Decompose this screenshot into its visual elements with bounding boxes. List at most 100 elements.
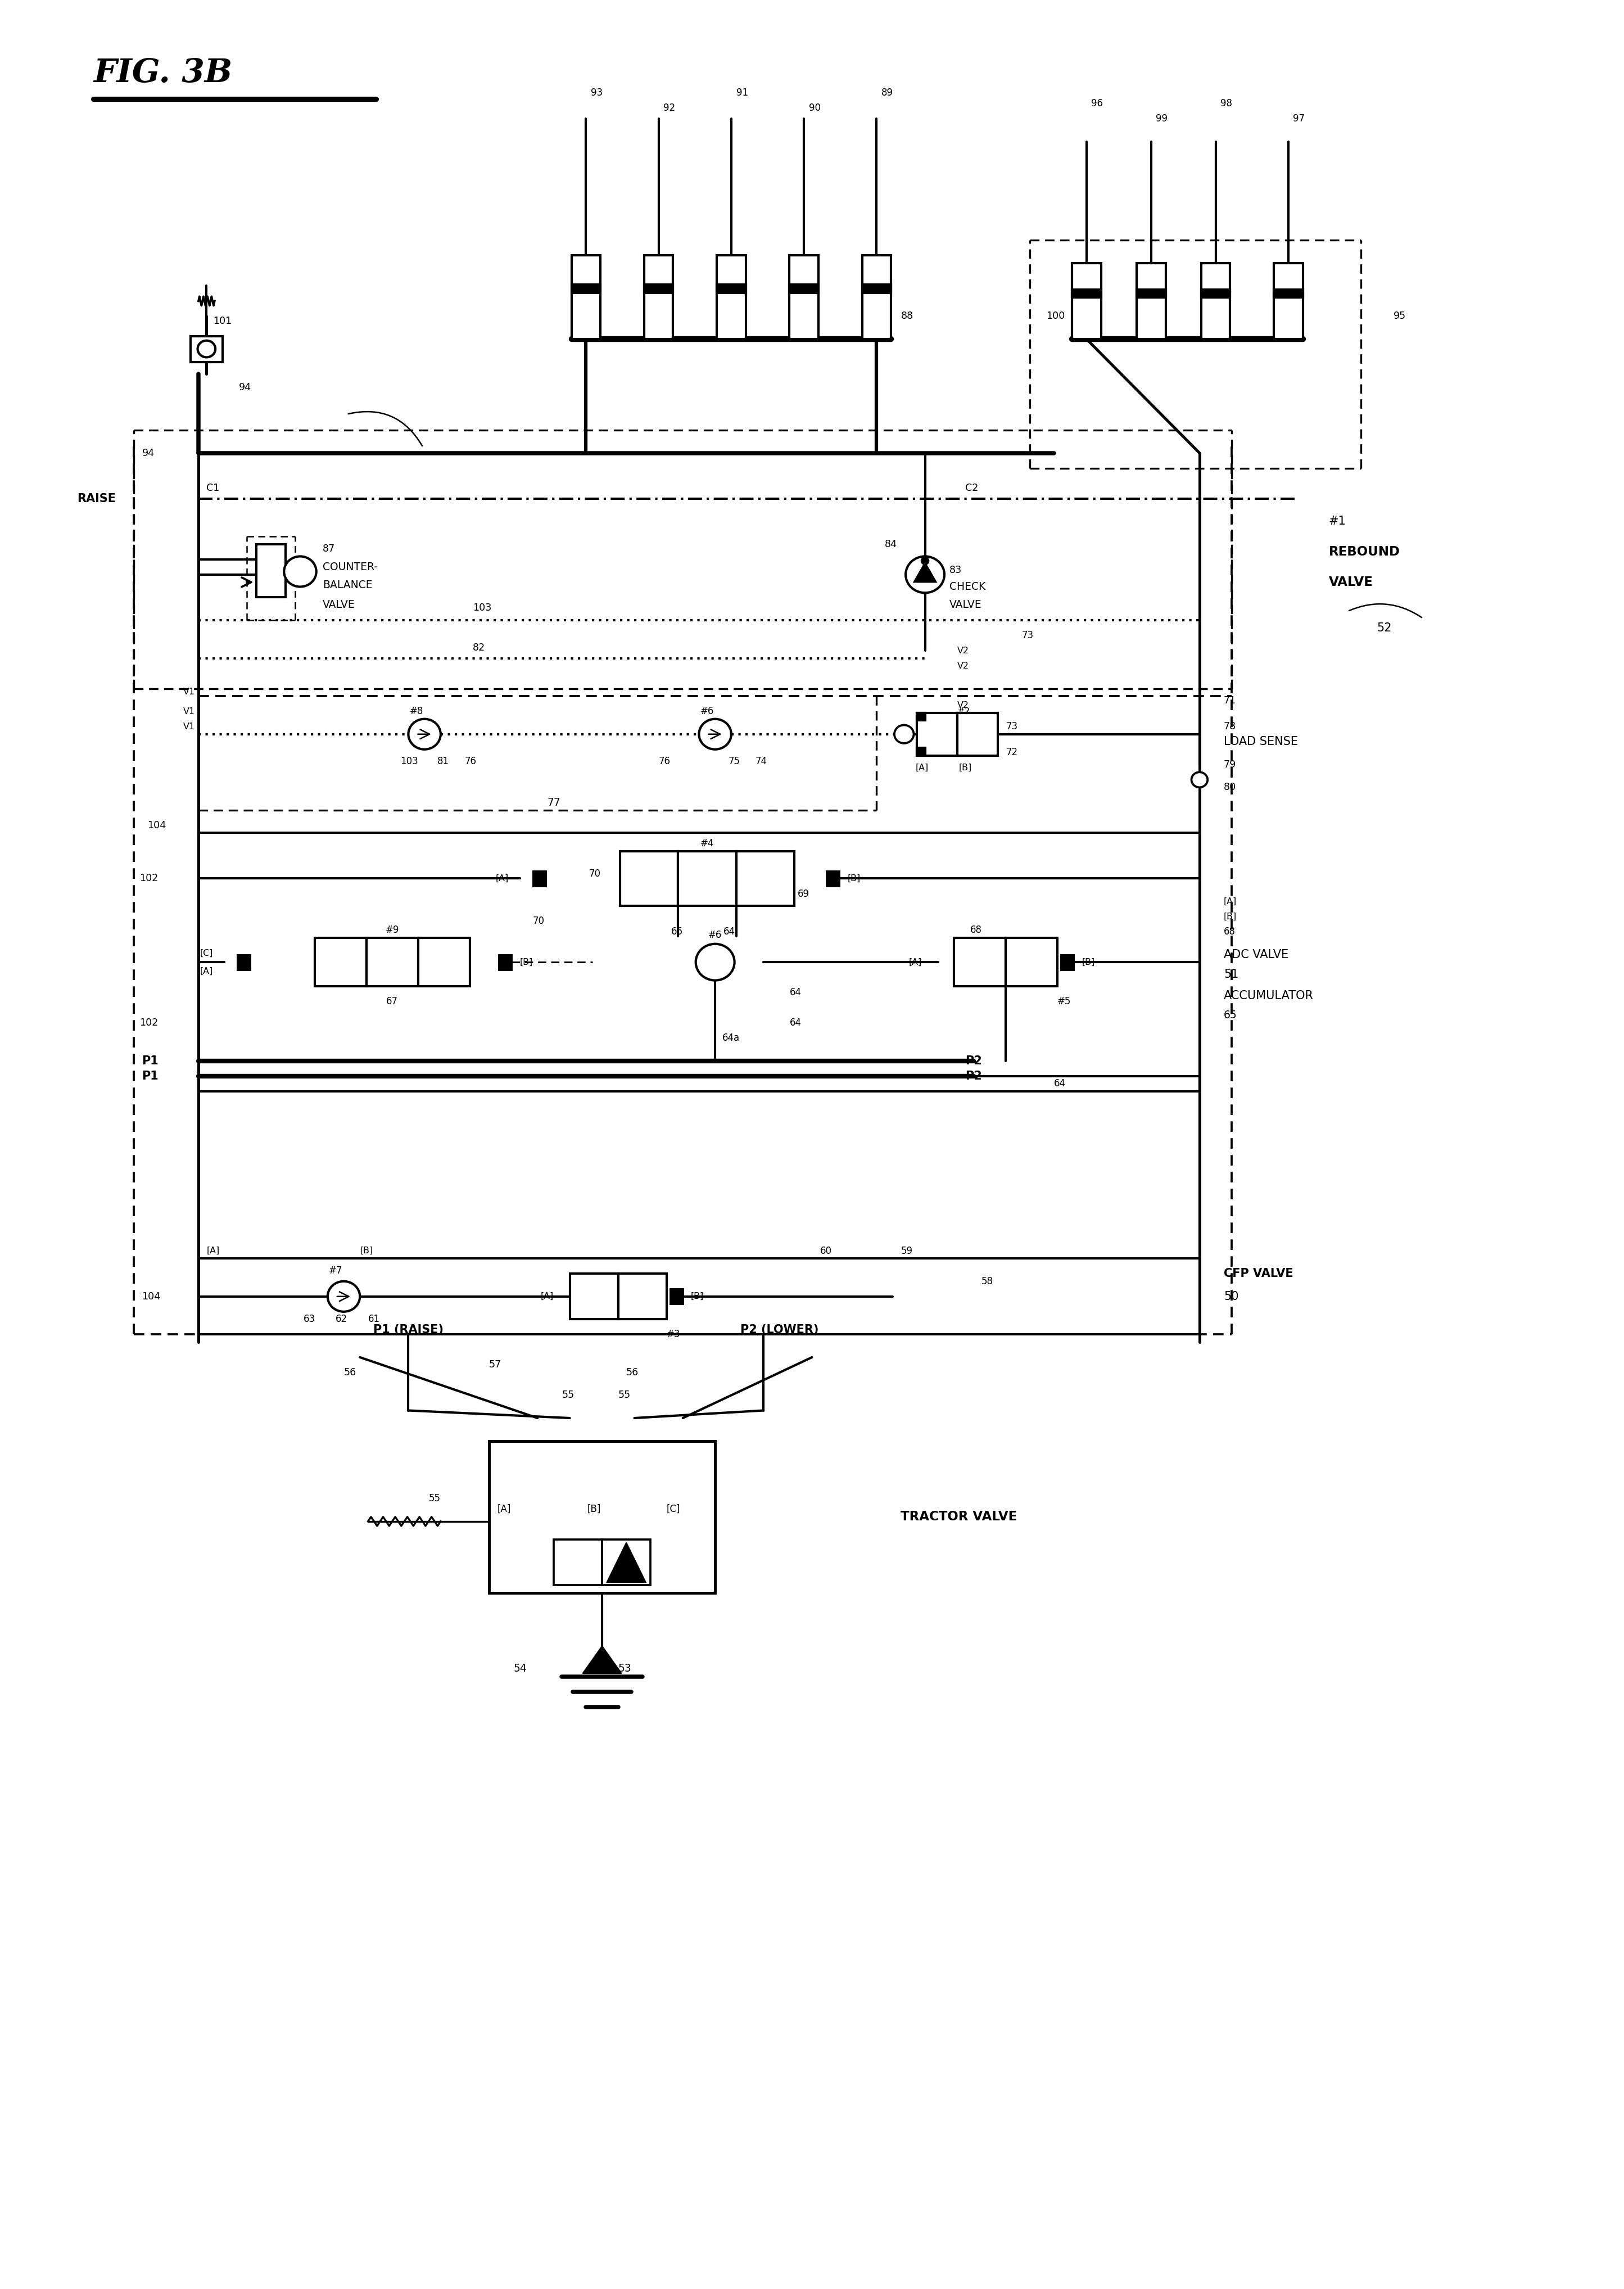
Bar	[1137, 263, 1166, 339]
Bar	[827, 870, 840, 886]
Text: #6: #6	[708, 929, 723, 941]
Bar	[716, 284, 745, 293]
Text: 99: 99	[1156, 114, 1168, 124]
Text: 63: 63	[304, 1314, 315, 1325]
Text: #8: #8	[409, 707, 424, 716]
Text: VALVE: VALVE	[950, 600, 981, 611]
Text: 104: 104	[141, 1291, 161, 1302]
Bar	[645, 256, 672, 339]
Text: 91: 91	[736, 87, 749, 98]
Text: [B]: [B]	[588, 1504, 601, 1515]
Text: 64: 64	[1054, 1078, 1065, 1090]
Bar	[953, 938, 1005, 987]
Text: 61: 61	[369, 1314, 380, 1325]
Text: 58: 58	[981, 1277, 994, 1286]
Text: [A]: [A]	[541, 1293, 554, 1300]
Bar	[918, 712, 957, 755]
Text: 60: 60	[820, 1245, 831, 1257]
Circle shape	[198, 341, 216, 357]
Bar	[1060, 955, 1073, 971]
Text: CHECK: CHECK	[950, 581, 986, 593]
Circle shape	[698, 719, 731, 749]
Bar	[190, 336, 222, 362]
Text: REBOUND: REBOUND	[1328, 545, 1400, 559]
Text: 55: 55	[429, 1492, 440, 1504]
Text: #2: #2	[957, 707, 971, 716]
Text: CFP VALVE: CFP VALVE	[1224, 1268, 1293, 1280]
Text: COUNTER-: COUNTER-	[323, 561, 378, 572]
Text: P1 (RAISE): P1 (RAISE)	[374, 1325, 443, 1334]
Text: [A]: [A]	[1224, 897, 1237, 906]
Text: P1: P1	[141, 1071, 159, 1083]
Text: 78: 78	[1224, 721, 1236, 732]
Text: 72: 72	[1005, 746, 1018, 758]
Text: 104: 104	[148, 819, 166, 831]
Text: #3: #3	[667, 1330, 680, 1339]
Text: VALVE: VALVE	[1328, 577, 1372, 588]
Bar	[533, 870, 546, 886]
Bar	[918, 712, 926, 721]
Text: 100: 100	[1046, 311, 1065, 320]
Bar	[257, 545, 286, 597]
Text: 54: 54	[513, 1664, 526, 1673]
Text: 64: 64	[723, 927, 736, 936]
Text: 89: 89	[882, 87, 893, 98]
Bar	[645, 284, 672, 293]
Bar	[918, 749, 926, 755]
Text: 74: 74	[755, 755, 767, 767]
Text: VALVE: VALVE	[323, 600, 356, 611]
Polygon shape	[914, 563, 937, 581]
Text: C1: C1	[206, 483, 219, 492]
Bar	[1137, 291, 1166, 298]
Text: [B]: [B]	[958, 765, 973, 771]
Bar	[572, 256, 601, 339]
Text: C2: C2	[965, 483, 979, 492]
Bar	[1072, 263, 1101, 339]
Text: 70: 70	[533, 916, 544, 927]
Text: 69: 69	[797, 888, 809, 900]
Text: 67: 67	[387, 996, 398, 1007]
Text: 102: 102	[140, 1019, 158, 1028]
Text: 95: 95	[1393, 311, 1406, 320]
Circle shape	[408, 719, 440, 749]
Text: 96: 96	[1091, 98, 1103, 108]
Bar	[1273, 291, 1302, 298]
Text: 71: 71	[1224, 696, 1236, 705]
Bar	[677, 852, 736, 906]
Text: P2: P2	[965, 1071, 983, 1083]
Text: [B]: [B]	[848, 874, 861, 884]
Text: 73: 73	[1005, 721, 1018, 732]
Text: V1: V1	[184, 687, 195, 696]
Text: 103: 103	[400, 755, 417, 767]
Text: [C]: [C]	[667, 1504, 680, 1515]
Bar	[489, 1440, 715, 1593]
Text: 76: 76	[659, 755, 671, 767]
Circle shape	[906, 556, 945, 593]
Text: 65: 65	[1224, 1009, 1237, 1021]
Text: 80: 80	[1224, 783, 1236, 792]
Text: P2 (LOWER): P2 (LOWER)	[741, 1325, 818, 1334]
Text: [B]: [B]	[690, 1293, 703, 1300]
Text: 57: 57	[489, 1360, 502, 1369]
Bar	[862, 284, 892, 293]
Text: V2: V2	[957, 662, 970, 671]
Bar	[499, 955, 512, 971]
Text: [A]: [A]	[909, 957, 922, 966]
Text: 97: 97	[1293, 114, 1306, 124]
Text: 50: 50	[1224, 1291, 1239, 1302]
Text: LOAD SENSE: LOAD SENSE	[1224, 737, 1298, 749]
Text: 101: 101	[213, 316, 232, 325]
Text: 73: 73	[1021, 629, 1034, 641]
Text: 103: 103	[473, 602, 492, 613]
Text: 79: 79	[1224, 760, 1236, 769]
Bar	[1072, 291, 1101, 298]
Text: 55: 55	[562, 1389, 575, 1401]
Bar	[789, 256, 818, 339]
Text: [B]: [B]	[520, 957, 533, 966]
Bar	[603, 1540, 651, 1586]
Text: 53: 53	[619, 1664, 632, 1673]
Bar	[554, 1540, 603, 1586]
Text: [A]: [A]	[497, 1504, 512, 1515]
Text: V2: V2	[957, 645, 970, 655]
Text: 98: 98	[1221, 98, 1233, 108]
